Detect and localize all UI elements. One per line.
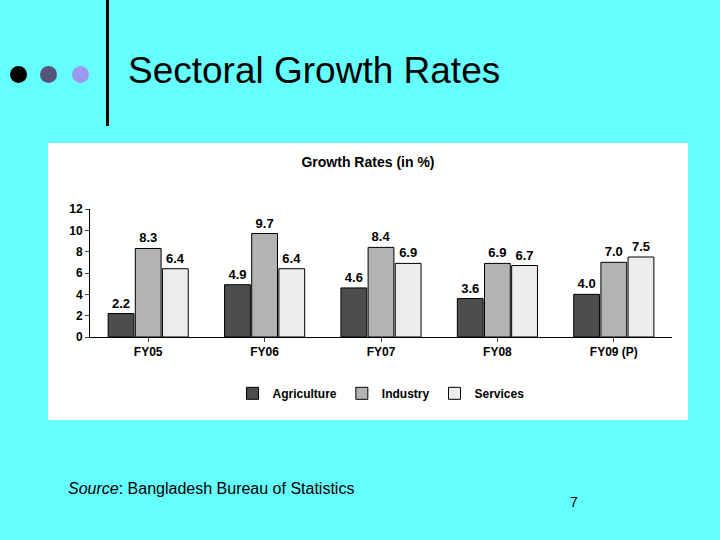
html-text:Source: Bangladesh Bureau of S: Source: Bangladesh Bureau of Statistics <box>68 480 355 497</box>
svg-text:2.2: 2.2 <box>112 296 130 311</box>
svg-text:4.6: 4.6 <box>345 270 363 285</box>
svg-text:Growth Rates (in %): Growth Rates (in %) <box>301 154 434 170</box>
svg-text:8: 8 <box>76 245 83 259</box>
svg-text:Industry: Industry <box>382 387 430 401</box>
svg-text:6.4: 6.4 <box>282 251 301 266</box>
svg-text:7.5: 7.5 <box>632 239 650 254</box>
svg-text:10: 10 <box>69 224 83 238</box>
svg-text:Services: Services <box>474 387 524 401</box>
svg-text:FY05: FY05 <box>134 345 163 359</box>
svg-text:4.0: 4.0 <box>578 276 596 291</box>
svg-text:4.9: 4.9 <box>228 267 246 282</box>
svg-text:0: 0 <box>76 330 83 344</box>
svg-text:9.7: 9.7 <box>256 216 274 231</box>
svg-text:4: 4 <box>76 288 83 302</box>
svg-text:FY09 (P): FY09 (P) <box>590 345 638 359</box>
svg-text:7.0: 7.0 <box>605 244 623 259</box>
svg-text:8.4: 8.4 <box>372 229 391 244</box>
svg-text:6: 6 <box>76 266 83 280</box>
svg-text:FY07: FY07 <box>367 345 396 359</box>
svg-text:12: 12 <box>69 202 83 216</box>
svg-text:Agriculture: Agriculture <box>273 387 337 401</box>
html-text:7: 7 <box>570 494 578 510</box>
svg-text:6.4: 6.4 <box>166 251 185 266</box>
svg-text:8.3: 8.3 <box>139 230 157 245</box>
svg-text:6.9: 6.9 <box>399 245 417 260</box>
svg-text:FY06: FY06 <box>250 345 279 359</box>
svg-text:6.7: 6.7 <box>516 248 534 263</box>
svg-text:3.6: 3.6 <box>461 281 479 296</box>
svg-text:FY08: FY08 <box>483 345 512 359</box>
svg-text:2: 2 <box>76 309 83 323</box>
html-text:Sectoral Growth Rates: Sectoral Growth Rates <box>128 50 501 91</box>
svg-text:6.9: 6.9 <box>488 245 506 260</box>
